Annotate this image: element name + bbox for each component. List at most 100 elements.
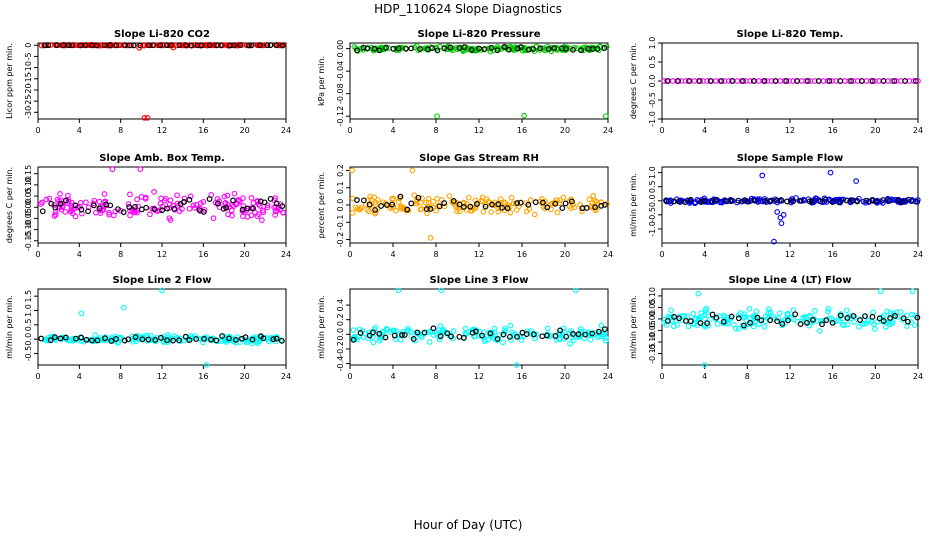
y-tick-label: 0.0 <box>648 194 657 207</box>
data-point <box>889 318 896 325</box>
data-point <box>197 200 204 206</box>
panel-title: Slope Li-820 Temp. <box>737 29 844 40</box>
outlier-point <box>427 234 434 241</box>
reference-point <box>804 78 811 84</box>
reference-point <box>273 335 280 342</box>
reference-point <box>417 46 423 53</box>
data-point <box>800 314 807 321</box>
reference-point <box>273 200 280 207</box>
data-point <box>586 196 593 203</box>
reference-point <box>427 206 434 212</box>
outlier-point <box>572 287 579 294</box>
reference-point <box>488 44 495 51</box>
data-point <box>231 190 238 197</box>
data-point <box>147 211 153 218</box>
reference-point <box>366 332 373 339</box>
reference-point <box>778 197 784 203</box>
reference-point <box>517 199 524 206</box>
data-point <box>43 196 50 203</box>
data-point <box>156 207 163 214</box>
x-tick-label: 12 <box>157 126 167 135</box>
data-point <box>668 307 675 314</box>
data-point <box>92 332 99 338</box>
data-point <box>252 335 259 342</box>
reference-point <box>578 47 585 54</box>
data-point <box>746 305 753 312</box>
data-point <box>384 326 391 333</box>
y-tick-label: 0.5 <box>648 180 657 193</box>
reference-point <box>675 198 682 205</box>
data-point <box>501 325 508 332</box>
reference-point <box>456 201 463 208</box>
data-point <box>779 319 786 325</box>
data-point <box>446 193 453 199</box>
reference-point <box>176 337 182 344</box>
data-point <box>228 207 235 214</box>
reference-point <box>436 203 443 210</box>
y-axis-label: percent per min. <box>317 172 326 239</box>
data-point <box>38 42 45 49</box>
reference-point <box>532 199 539 206</box>
reference-point <box>682 199 689 206</box>
outlier-point <box>780 212 787 218</box>
x-tick-label: 4 <box>77 250 82 259</box>
reference-point <box>829 199 836 205</box>
reference-point <box>494 47 501 54</box>
reference-point <box>570 46 576 53</box>
x-tick-label: 20 <box>560 126 570 135</box>
reference-point <box>468 46 475 53</box>
data-point <box>825 308 831 315</box>
reference-point <box>815 78 822 84</box>
data-point <box>280 209 286 216</box>
reference-point <box>270 336 277 343</box>
reference-point <box>530 46 537 53</box>
x-tick-label: 12 <box>474 372 484 381</box>
x-tick-label: 20 <box>240 126 250 135</box>
reference-point <box>750 78 757 84</box>
data-point <box>235 197 242 204</box>
data-point <box>186 205 193 212</box>
data-point <box>851 319 857 325</box>
reference-point <box>774 318 781 325</box>
reference-point <box>441 200 448 206</box>
x-tick-label: 4 <box>702 126 707 135</box>
y-tick-label: -1.0 <box>648 111 657 127</box>
reference-point <box>826 78 833 84</box>
data-point <box>508 194 515 201</box>
x-tick-label: 8 <box>745 126 750 135</box>
data-point <box>200 199 207 205</box>
reference-point <box>372 207 378 213</box>
reference-point <box>819 321 825 328</box>
reference-point <box>887 315 894 321</box>
y-tick-label: -0.05 <box>24 208 33 229</box>
reference-point <box>415 194 422 201</box>
reference-point <box>151 206 158 213</box>
data-point <box>197 208 204 215</box>
panel-title: Slope Amb. Box Temp. <box>99 153 225 164</box>
reference-point <box>461 44 468 51</box>
reference-point <box>899 199 906 205</box>
reference-point <box>139 336 146 343</box>
reference-point <box>704 320 711 327</box>
reference-point <box>201 335 207 342</box>
outlier-point <box>141 115 148 121</box>
data-point <box>426 339 433 345</box>
data-point <box>904 312 910 319</box>
reference-point <box>686 78 692 84</box>
reference-point <box>460 334 467 341</box>
data-point <box>714 321 721 327</box>
data-point <box>79 42 86 49</box>
panel-5: Slope Gas Stream RH 0 4 8 12 16 20 24 0.2 0.1 0.0 -… <box>317 153 613 259</box>
outlier-point <box>395 287 402 294</box>
x-tick-label: 12 <box>474 126 484 135</box>
data-point <box>748 197 754 204</box>
data-point <box>579 208 585 215</box>
y-tick-label: 0.5 <box>648 56 657 69</box>
reference-point <box>126 204 133 210</box>
data-point <box>544 325 551 332</box>
reference-point <box>880 318 887 324</box>
plot-frame <box>661 288 919 366</box>
reference-point <box>504 205 511 212</box>
x-tick-label: 16 <box>828 372 838 381</box>
reference-point <box>583 205 590 211</box>
